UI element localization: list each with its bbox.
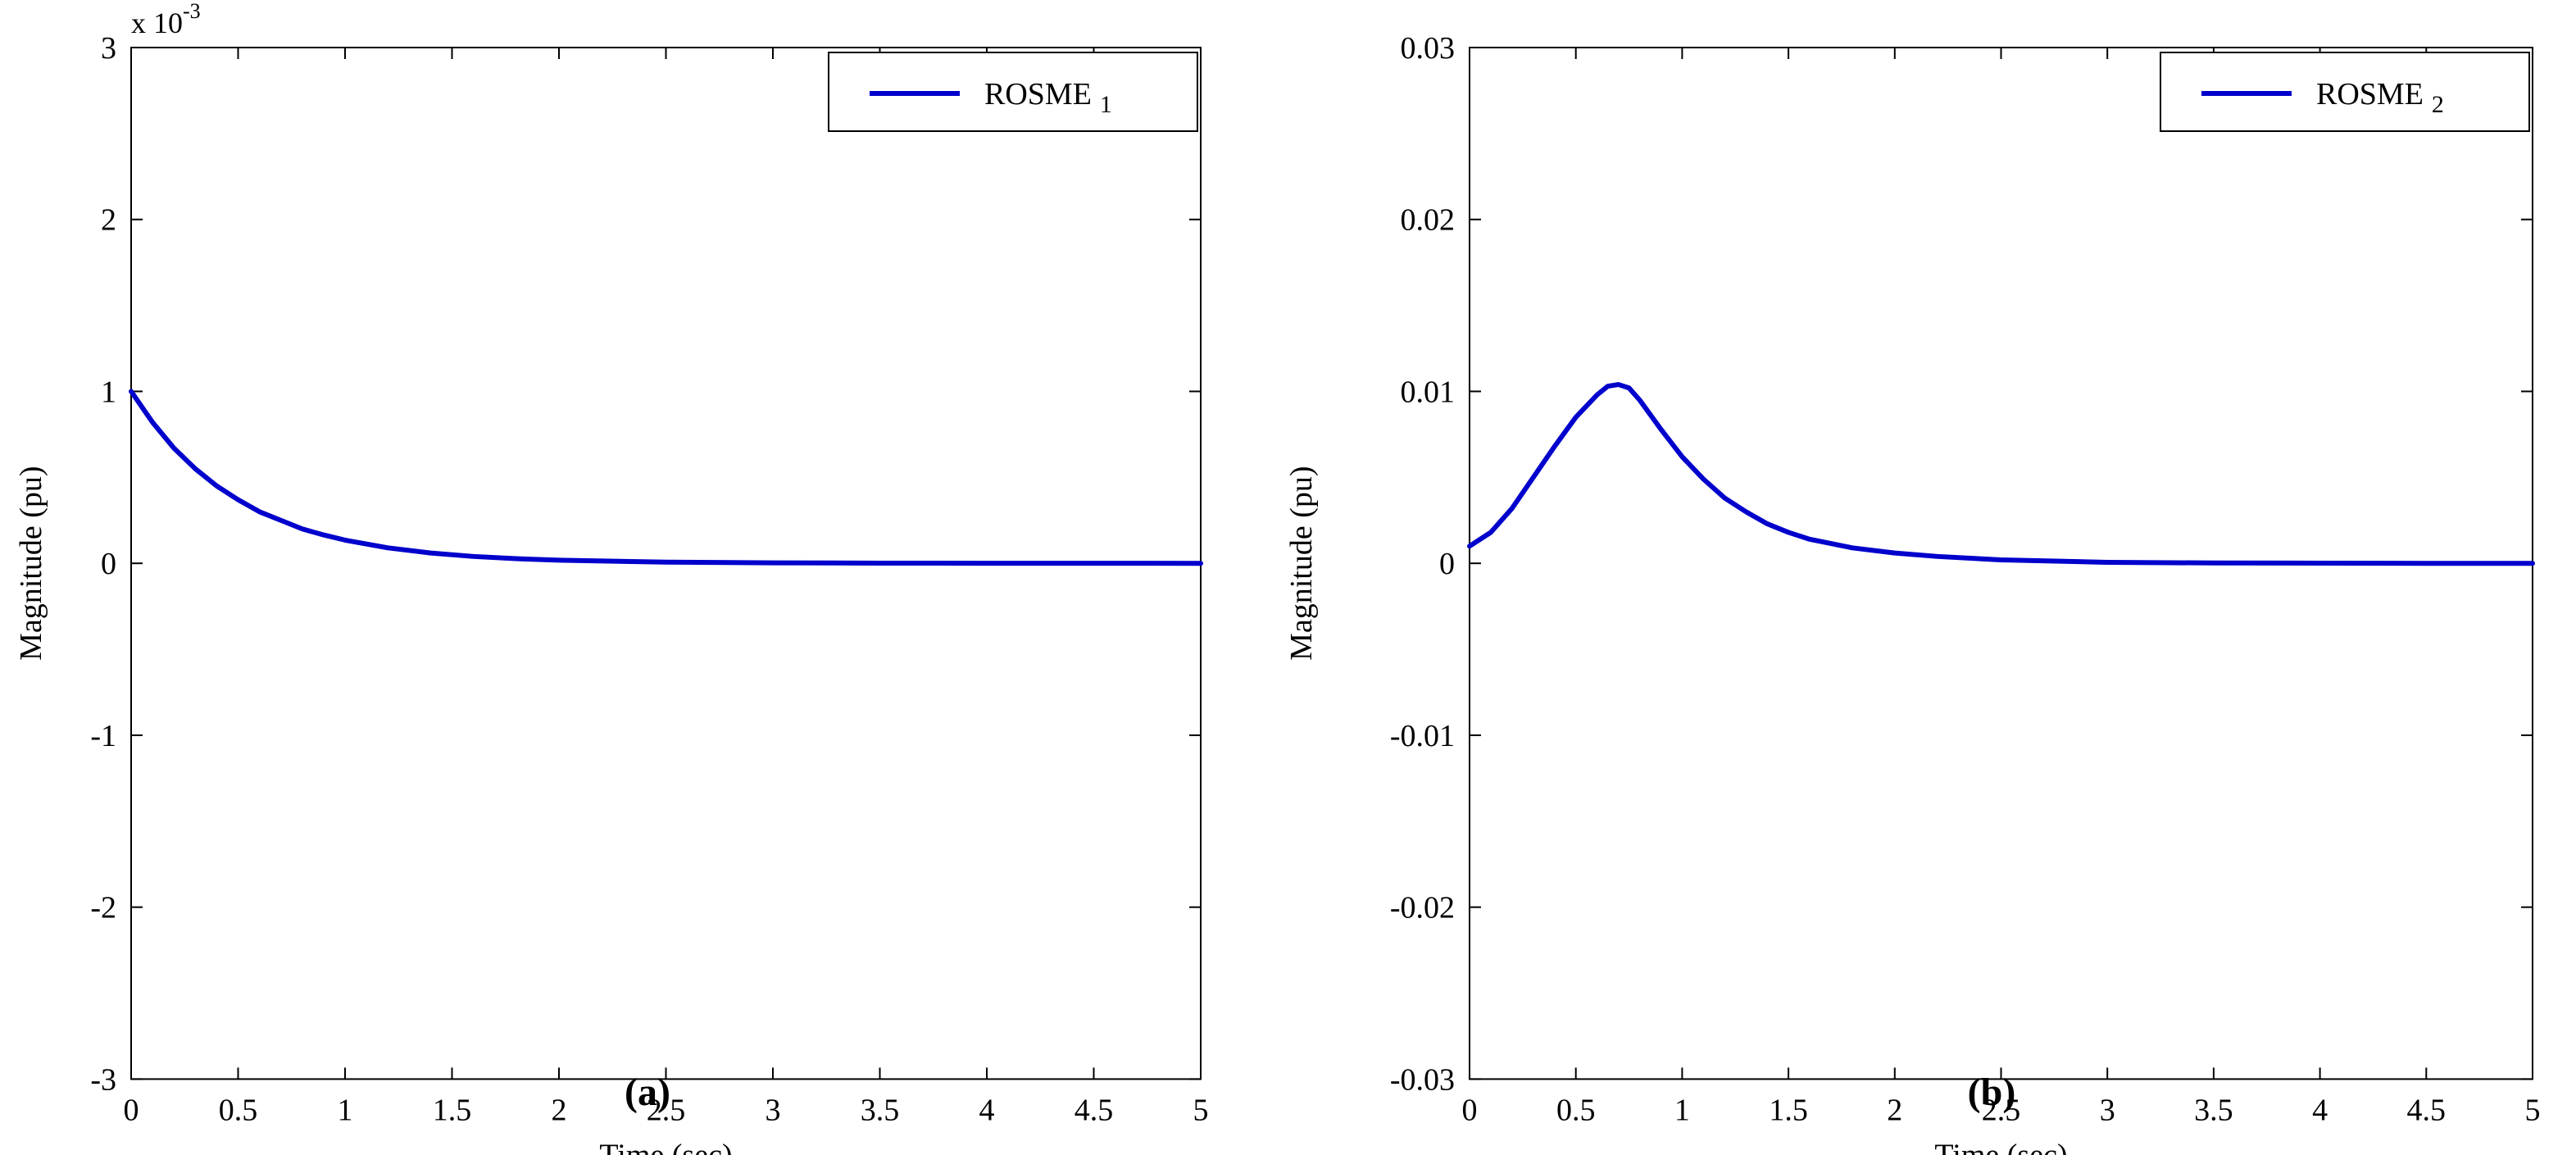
legend-entry-name: ROSME bbox=[2316, 77, 2424, 111]
x-tick-label: 4 bbox=[979, 1093, 995, 1127]
y-axis-label: Magnitude (pu) bbox=[14, 466, 48, 660]
y-tick-label: -0.01 bbox=[1390, 719, 1455, 753]
x-tick-label: 5 bbox=[2525, 1093, 2541, 1127]
x-tick-label: 2.5 bbox=[1982, 1093, 2021, 1127]
x-tick-label: 5 bbox=[1193, 1093, 1209, 1127]
y-tick-label: -1 bbox=[90, 719, 116, 753]
legend-entry-subscript: 2 bbox=[2432, 91, 2444, 118]
x-axis-label: Time (sec) bbox=[1934, 1138, 2067, 1155]
y-tick-label: -2 bbox=[90, 891, 116, 925]
panel-label: (b) bbox=[1968, 1071, 2016, 1114]
x-tick-label: 2 bbox=[1887, 1093, 1902, 1127]
y-axis-exponent-base: x 10 bbox=[131, 7, 183, 39]
legend-entry-name: ROSME bbox=[984, 77, 1092, 111]
x-tick-label: 0 bbox=[124, 1093, 139, 1127]
y-tick-label: 0 bbox=[101, 547, 116, 581]
y-tick-label: -3 bbox=[90, 1062, 116, 1097]
x-tick-label: 2 bbox=[552, 1093, 567, 1127]
y-tick-label: 0.03 bbox=[1401, 31, 1456, 66]
x-tick-label: 2.5 bbox=[647, 1093, 686, 1127]
y-tick-label: -0.02 bbox=[1390, 891, 1455, 925]
y-axis-exponent: x 10-3 bbox=[131, 0, 201, 39]
y-tick-label: 0.01 bbox=[1401, 375, 1456, 409]
x-tick-label: 1 bbox=[338, 1093, 353, 1127]
y-axis-label: Magnitude (pu) bbox=[1284, 466, 1319, 660]
x-tick-label: 0 bbox=[1462, 1093, 1478, 1127]
x-tick-label: 0.5 bbox=[1556, 1093, 1596, 1127]
x-tick-label: 3.5 bbox=[861, 1093, 900, 1127]
x-tick-label: 1.5 bbox=[1769, 1093, 1808, 1127]
panel-label: (a) bbox=[625, 1071, 670, 1114]
x-tick-label: 3.5 bbox=[2194, 1093, 2233, 1127]
chart-panel-b: 0 0.5 1 1.5 2 2.5 3 3.5 4 4.5 5 -0.03 -0.02 -0.01 0 0.0… bbox=[1284, 31, 2541, 1155]
x-tick-label: 4.5 bbox=[2407, 1093, 2447, 1127]
y-tick-label: -0.03 bbox=[1390, 1062, 1455, 1097]
series-line-rosme-2 bbox=[1467, 382, 2535, 566]
y-tick-label: 0.02 bbox=[1401, 203, 1456, 238]
x-tick-label: 0.5 bbox=[219, 1093, 258, 1127]
y-axis-exponent-power: -3 bbox=[183, 0, 201, 23]
y-tick-label: 3 bbox=[101, 31, 116, 66]
x-tick-label: 4.5 bbox=[1074, 1093, 1114, 1127]
x-tick-label: 3 bbox=[766, 1093, 781, 1127]
x-axis-label: Time (sec) bbox=[599, 1138, 732, 1155]
legend-entry-subscript: 1 bbox=[1100, 91, 1112, 118]
y-tick-label: 0 bbox=[1439, 547, 1455, 581]
legend-entry: ROSME 1 bbox=[984, 77, 1112, 118]
y-tick-label: 2 bbox=[101, 203, 116, 238]
series-line-rosme-1 bbox=[129, 389, 1203, 566]
x-tick-label: 1 bbox=[1674, 1093, 1690, 1127]
x-tick-label: 4 bbox=[2312, 1093, 2328, 1127]
x-tick-label: 1.5 bbox=[433, 1093, 472, 1127]
y-tick-label: 1 bbox=[101, 375, 116, 409]
legend-entry: ROSME 2 bbox=[2316, 77, 2444, 118]
x-tick-label: 3 bbox=[2100, 1093, 2115, 1127]
